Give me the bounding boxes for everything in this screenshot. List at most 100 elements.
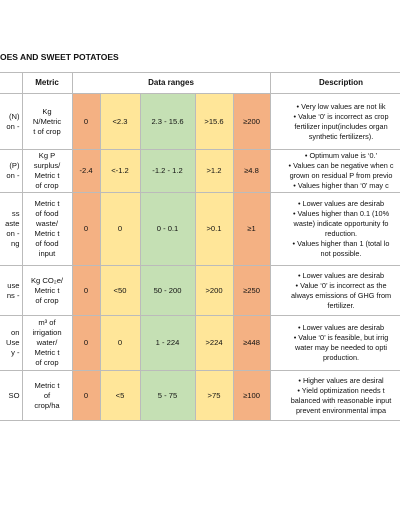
metric-cell: Kg CO₂e/Metric t of crop bbox=[21, 265, 73, 316]
metric-cell: Metric t of food waste/Metric t of food inpu… bbox=[21, 192, 73, 266]
text-line: • Value ‘0’ is incorrect as crop bbox=[293, 111, 389, 121]
text-line: crop/ha bbox=[34, 400, 60, 410]
range-cell: 0 bbox=[99, 315, 141, 371]
range-cell: 0 bbox=[71, 93, 101, 150]
range-cell: ≥448 bbox=[232, 315, 271, 371]
range-cell: ≥200 bbox=[232, 93, 271, 150]
range-cell: 0 bbox=[71, 370, 101, 421]
range-cell: >15.6 bbox=[194, 93, 234, 150]
text-line: • Values higher than 0.1 (10% bbox=[292, 209, 390, 218]
text-line: on - bbox=[6, 229, 20, 238]
metric-cell: Kg N/Metric t of crop bbox=[21, 93, 73, 150]
table-row: SO Metric t of crop/ha 0 <5 5 - 75 >75 ≥100 • Hig… bbox=[0, 370, 400, 421]
description-cell: • Higher values are desiral • Yield optim… bbox=[269, 370, 400, 421]
text-line: production. bbox=[322, 353, 360, 362]
description-cell: • Optimum value is ‘0.’ • Values can be n… bbox=[269, 149, 400, 193]
text-line: Metric t bbox=[34, 171, 60, 180]
description-cell: • Very low values are not lik • Value ‘0’… bbox=[269, 93, 400, 150]
range-cell: 2.3 - 15.6 bbox=[139, 93, 196, 150]
indicator-cell: use ns - bbox=[0, 265, 23, 316]
text-line: of food bbox=[35, 239, 59, 248]
text-line: input bbox=[38, 249, 56, 258]
header-cell: Data ranges bbox=[71, 72, 271, 94]
range-cell: ≥250 bbox=[232, 265, 271, 316]
text-line: not possible. bbox=[320, 249, 362, 258]
range-cell: >1.2 bbox=[194, 149, 234, 193]
text-line: t of crop bbox=[33, 126, 61, 136]
text-line: aste bbox=[5, 219, 20, 228]
text-line: grown on residual P from previo bbox=[289, 171, 393, 180]
indicator-cell: on Use y - bbox=[0, 315, 23, 371]
text-line: • Lower values are desirab bbox=[297, 270, 385, 280]
header-cell: Metric bbox=[21, 72, 73, 94]
text-line: Metric t bbox=[34, 199, 60, 208]
text-line: synthetic fertilizers). bbox=[308, 131, 374, 141]
text-line: Use bbox=[5, 338, 20, 347]
description-cell: • Lower values are desirab • Value ‘0’ is… bbox=[269, 265, 400, 316]
range-cell: 1 - 224 bbox=[139, 315, 196, 371]
indicator-cell: SO bbox=[0, 370, 23, 421]
table: Metric Data ranges Description (N) on - Kg… bbox=[0, 72, 400, 421]
range-cell: 0 bbox=[71, 192, 101, 266]
range-cell: >224 bbox=[194, 315, 234, 371]
text-line: irrigation bbox=[32, 328, 62, 337]
indicator-cell: (P) on - bbox=[0, 149, 23, 193]
table-row: ss aste on - ng Metric t of food waste/Metric … bbox=[0, 192, 400, 266]
range-cell: ≥1 bbox=[232, 192, 271, 266]
text-line: • Values higher than 1 (total lo bbox=[292, 239, 390, 248]
text-line: • Optimum value is ‘0.’ bbox=[304, 151, 378, 160]
text-line: Kg bbox=[42, 106, 52, 116]
text-line: ng bbox=[11, 239, 20, 248]
range-cell: >200 bbox=[194, 265, 234, 316]
text-line: on - bbox=[6, 171, 20, 180]
title: OES AND SWEET POTATOES bbox=[0, 52, 119, 62]
text-line: • Values higher than ‘0’ may c bbox=[293, 181, 389, 190]
text-line: reduction. bbox=[324, 229, 358, 238]
text-line: on bbox=[11, 328, 20, 337]
text-line: on - bbox=[6, 121, 20, 131]
range-cell: 0 - 0.1 bbox=[139, 192, 196, 266]
range-cell: ≥4.8 bbox=[232, 149, 271, 193]
range-cell: -2.4 bbox=[71, 149, 101, 193]
text-line: waste) indicate opportunity fo bbox=[293, 219, 389, 228]
text-line: water/ bbox=[36, 338, 58, 347]
text-line: (P) bbox=[9, 161, 20, 170]
range-cell: 0 bbox=[71, 315, 101, 371]
metric-cell: m³ of irrigation water/Metric t of crop bbox=[21, 315, 73, 371]
text-line: N/Metric bbox=[32, 116, 62, 126]
range-cell: <2.3 bbox=[99, 93, 141, 150]
header-cell: Description bbox=[269, 72, 400, 94]
text-line: fertilizer. bbox=[327, 300, 355, 310]
indicator-cell: ss aste on - ng bbox=[0, 192, 23, 266]
description-cell: • Lower values are desirab • Values highe… bbox=[269, 192, 400, 266]
text-line: • Very low values are not lik bbox=[296, 101, 386, 111]
range-cell: ≥100 bbox=[232, 370, 271, 421]
metric-cell: Metric t of crop/ha bbox=[21, 370, 73, 421]
text-line: water may be needed to opti bbox=[294, 343, 388, 352]
description-cell: • Lower values are desirab • Value ‘0’ is… bbox=[269, 315, 400, 371]
text-line: use bbox=[7, 280, 20, 290]
text-line: m³ of bbox=[38, 318, 56, 327]
text-line: y - bbox=[11, 348, 20, 357]
text-line: Kg P bbox=[38, 151, 56, 160]
table-row: use ns - Kg CO₂e/Metric t of crop 0 <50 50 - 2… bbox=[0, 265, 400, 316]
text-line: Metric t bbox=[34, 348, 60, 357]
text-line: prevent environmental impa bbox=[295, 405, 387, 415]
indicator-cell: (N) on - bbox=[0, 93, 23, 150]
text-line: • Values can be negative when c bbox=[288, 161, 394, 170]
text-line: fertilizer input(includes organ bbox=[294, 121, 388, 131]
range-cell: <-1.2 bbox=[99, 149, 141, 193]
table-row: (N) on - Kg N/Metric t of crop 0 <2.3 2.3 - 15.… bbox=[0, 93, 400, 150]
range-cell: 50 - 200 bbox=[139, 265, 196, 316]
range-cell: 0 bbox=[99, 192, 141, 266]
range-cell: <50 bbox=[99, 265, 141, 316]
header-row: Metric Data ranges Description bbox=[0, 72, 400, 94]
text-line: ns - bbox=[6, 290, 20, 300]
text-line: Kg CO₂e/ bbox=[30, 275, 64, 285]
range-cell: 5 - 75 bbox=[139, 370, 196, 421]
range-cell: >0.1 bbox=[194, 192, 234, 266]
text-line: • Value ‘0’ is feasible, but irrig bbox=[293, 333, 389, 342]
text-line: • Lower values are desirab bbox=[297, 199, 385, 208]
